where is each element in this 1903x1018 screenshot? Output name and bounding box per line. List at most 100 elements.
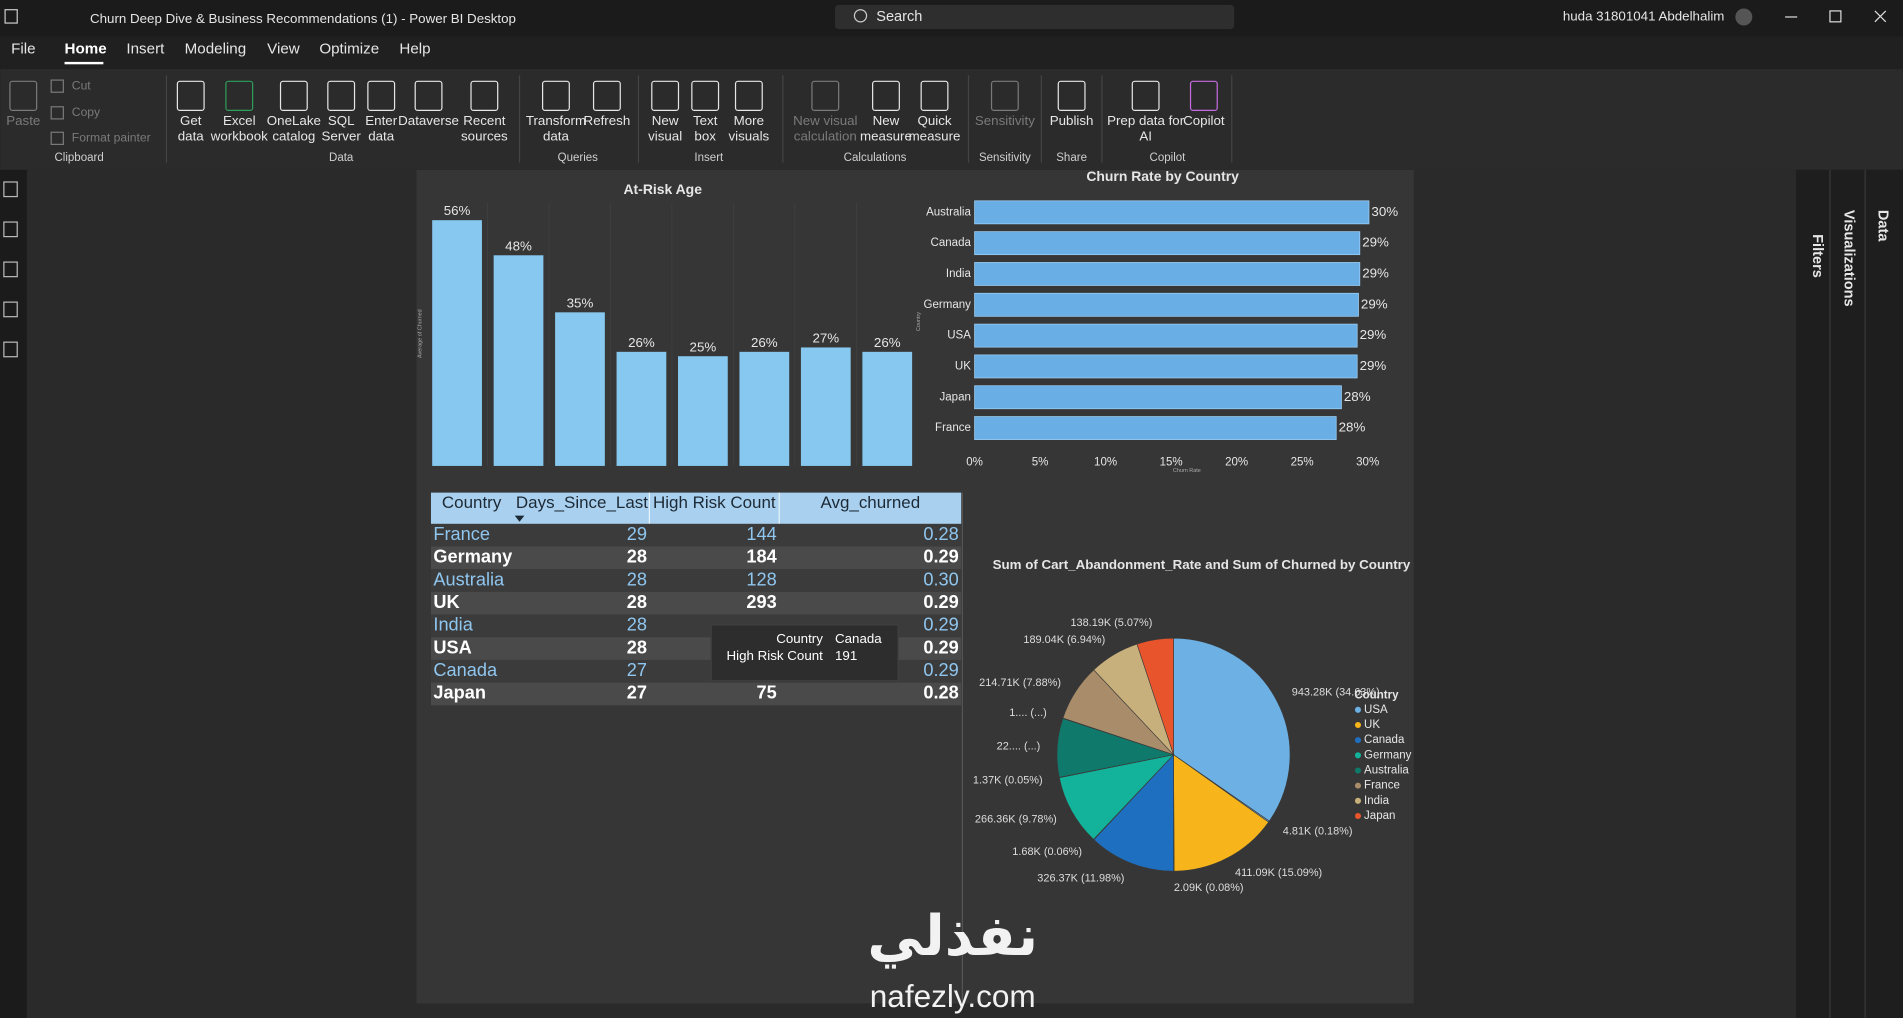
ribbon-button[interactable]: data	[178, 129, 205, 144]
data-label: 26%	[628, 335, 655, 350]
ribbon-button[interactable]: sources	[461, 129, 508, 144]
bar[interactable]	[974, 200, 1370, 225]
maximize[interactable]	[1829, 10, 1842, 23]
view-icon[interactable]	[3, 221, 18, 238]
bar[interactable]	[678, 356, 728, 466]
search-box[interactable]	[835, 4, 1235, 30]
ribbon-button[interactable]: measure	[860, 129, 912, 144]
column-header[interactable]: High Risk Count	[653, 493, 776, 512]
ribbon-button[interactable]: box	[694, 129, 716, 144]
ribbon-button[interactable]: Recent	[463, 113, 506, 128]
pane-tab[interactable]: Visualizations	[1840, 210, 1856, 307]
view-icon[interactable]	[3, 301, 18, 318]
pie-slice[interactable]	[1173, 754, 1269, 872]
view-icon[interactable]	[3, 261, 18, 278]
ribbon-button[interactable]: Paste	[6, 113, 40, 128]
ribbon-button[interactable]: New	[873, 113, 900, 128]
bar[interactable]	[862, 351, 913, 466]
ribbon-button[interactable]: Quick	[917, 113, 951, 128]
bar[interactable]	[974, 231, 1361, 256]
menu-item[interactable]: Optimize	[319, 41, 379, 58]
bar[interactable]	[493, 255, 544, 466]
ribbon-button[interactable]: Copilot	[1183, 113, 1225, 128]
menu-item[interactable]: File	[11, 41, 35, 58]
ribbon-button[interactable]: visuals	[728, 129, 769, 144]
ribbon-button[interactable]: workbook	[210, 129, 268, 144]
ribbon-button[interactable]: Publish	[1050, 113, 1094, 128]
ribbon-button[interactable]: catalog	[272, 129, 315, 144]
ribbon-button[interactable]: Enter	[365, 113, 397, 128]
pie-slice[interactable]	[1173, 637, 1291, 822]
table-row	[430, 682, 962, 706]
ribbon-button[interactable]: data	[543, 129, 570, 144]
ribbon-button[interactable]: Server	[322, 129, 362, 144]
ribbon-button[interactable]: New visual	[793, 113, 857, 128]
bar[interactable]	[974, 354, 1358, 379]
ribbon-button[interactable]: Transform	[526, 113, 586, 128]
bar[interactable]	[974, 385, 1342, 410]
bar[interactable]	[616, 351, 667, 466]
view-icon[interactable]	[3, 181, 18, 198]
ribbon-button[interactable]: Prep data for	[1107, 113, 1185, 128]
legend-swatch	[1354, 752, 1362, 759]
button-icon	[541, 80, 570, 112]
legend-entry[interactable]: Germany	[1364, 749, 1412, 761]
legend-entry[interactable]: Canada	[1364, 734, 1405, 746]
search-placeholder[interactable]: Search	[876, 9, 922, 25]
y-axis-title: Country	[916, 312, 922, 331]
data-label: 189.04K (6.94%)	[1023, 634, 1105, 646]
menu-item[interactable]: Modeling	[185, 41, 247, 58]
ribbon-button[interactable]: Get	[180, 113, 202, 128]
ribbon-button[interactable]: Refresh	[584, 113, 631, 128]
pane-tab[interactable]: Filters	[1809, 234, 1825, 278]
menu-item[interactable]: Help	[399, 41, 430, 58]
legend-entry[interactable]: Australia	[1364, 765, 1409, 777]
bar[interactable]	[432, 220, 482, 466]
column-header[interactable]: Avg_churned	[820, 493, 920, 512]
pie-slice[interactable]	[1093, 753, 1174, 872]
legend-entry[interactable]: UK	[1364, 719, 1380, 731]
pane-tab[interactable]: Data	[1874, 210, 1890, 242]
ribbon-button[interactable]: Text	[693, 113, 718, 128]
ribbon-button[interactable]: measure	[909, 129, 961, 144]
ribbon-button[interactable]: SQL	[328, 113, 355, 128]
menu-item[interactable]: View	[267, 41, 300, 58]
ribbon-button[interactable]: Excel	[223, 113, 256, 128]
ribbon-button[interactable]: New	[652, 113, 679, 128]
bar[interactable]	[739, 351, 790, 466]
bar[interactable]	[974, 323, 1358, 348]
ribbon-button[interactable]: calculation	[794, 129, 857, 144]
ribbon-button[interactable]: Dataverse	[398, 113, 459, 128]
view-icon[interactable]	[3, 341, 18, 358]
avatar[interactable]	[1735, 8, 1753, 26]
ribbon-button[interactable]: data	[368, 129, 395, 144]
ribbon-button[interactable]: Format painter	[72, 131, 151, 145]
legend-entry[interactable]: India	[1364, 795, 1390, 807]
legend-entry[interactable]: Japan	[1364, 810, 1395, 822]
column-header[interactable]: Country	[442, 493, 502, 512]
ribbon-button[interactable]: OneLake	[267, 113, 321, 128]
legend-entry[interactable]: France	[1364, 780, 1400, 792]
legend-entry[interactable]: USA	[1364, 704, 1388, 716]
bar[interactable]	[974, 416, 1337, 440]
menu-item[interactable]: Home	[65, 41, 107, 58]
bar[interactable]	[800, 347, 851, 466]
table-cell: 144	[746, 524, 776, 544]
close[interactable]	[1874, 10, 1887, 23]
bar[interactable]	[974, 292, 1359, 317]
ribbon-button[interactable]: visual	[648, 129, 682, 144]
ribbon-button[interactable]: Sensitivity	[975, 113, 1035, 128]
ribbon-button[interactable]: AI	[1139, 129, 1152, 144]
bar[interactable]	[555, 312, 605, 466]
menu-item[interactable]: Insert	[126, 41, 165, 58]
column-header[interactable]: Days_Since_Last	[516, 493, 648, 512]
data-label: 48%	[505, 238, 532, 253]
bar[interactable]	[974, 262, 1361, 286]
button-icon	[367, 80, 396, 112]
save-icon[interactable]	[4, 9, 18, 24]
ribbon-button[interactable]: More	[734, 113, 764, 128]
pie-slice[interactable]	[1136, 637, 1174, 755]
ribbon-button[interactable]: Cut	[72, 78, 91, 92]
ribbon-button[interactable]: Copy	[72, 105, 101, 119]
button-icon	[176, 80, 205, 112]
